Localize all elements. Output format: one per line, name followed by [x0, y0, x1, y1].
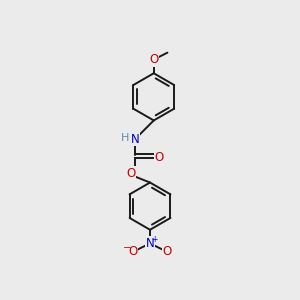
Text: H: H [121, 133, 129, 143]
Text: O: O [154, 151, 163, 164]
Text: N: N [131, 133, 140, 146]
Text: O: O [126, 167, 135, 180]
Text: O: O [128, 245, 137, 258]
Text: +: + [151, 235, 158, 244]
Text: −: − [122, 243, 131, 253]
Text: N: N [146, 237, 154, 250]
Text: O: O [163, 245, 172, 258]
Text: O: O [149, 53, 158, 66]
